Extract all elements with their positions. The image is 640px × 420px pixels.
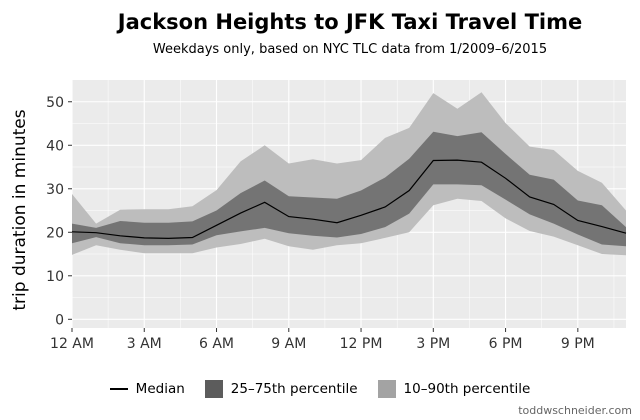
y-tick-label: 20 [46,225,64,241]
legend-key-p10-90 [377,380,396,398]
percentile-bands [72,92,626,256]
y-tick-label: 0 [55,312,64,328]
x-tick-label: 3 AM [127,336,162,352]
legend-key-median [109,380,128,398]
credit-text: toddwschneider.com [518,404,632,417]
x-tick-label: 6 AM [199,336,234,352]
x-tick-label: 6 PM [489,336,523,352]
y-tick-label: 10 [46,269,64,285]
axes: 0 10 20 30 40 50 12 AM 3 AM 6 AM 9 AM 12 PM 3 PM 6 P… [46,95,595,352]
legend-item-median: Median [109,380,185,398]
x-tick-label: 12 AM [50,336,94,352]
legend-label-p10-90: 10–90th percentile [403,381,531,397]
y-tick-label: 30 [46,182,64,198]
x-tick-label: 9 PM [561,336,595,352]
chart-subtitle: Weekdays only, based on NYC TLC data fro… [152,42,548,57]
median-line [71,159,627,240]
chart-title: Jackson Heights to JFK Taxi Travel Time [117,10,583,34]
median-line-group [71,159,627,240]
legend-label-median: Median [135,381,185,397]
y-tick-label: 40 [46,138,64,154]
legend-item-iqr: 25–75th percentile [204,380,358,398]
legend-label-iqr: 25–75th percentile [230,381,358,397]
band-25-75 [72,131,626,247]
x-tick-label: 12 PM [340,336,383,352]
legend-key-iqr [204,380,223,398]
y-axis-label: trip duration in minutes [10,109,30,310]
y-tick-label: 50 [46,95,64,111]
legend-item-p10-90: 10–90th percentile [377,380,531,398]
x-tick-label: 3 PM [416,336,450,352]
legend: Median 25–75th percentile 10–90th percen… [0,380,640,398]
x-tick-label: 9 AM [271,336,306,352]
